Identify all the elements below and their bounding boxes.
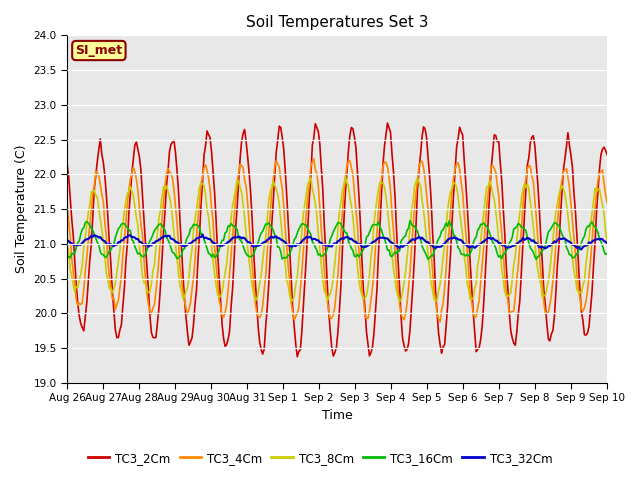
TC3_4Cm: [436, 319, 444, 324]
TC3_2Cm: [383, 120, 391, 126]
Line: TC3_16Cm: TC3_16Cm: [67, 220, 607, 259]
TC3_16Cm: [63, 254, 71, 260]
TC3_32Cm: [253, 243, 260, 249]
TC3_4Cm: [603, 200, 611, 205]
TC3_16Cm: [243, 251, 250, 257]
TC3_8Cm: [342, 174, 349, 180]
TC3_8Cm: [224, 245, 232, 251]
TC3_32Cm: [226, 239, 234, 244]
TC3_2Cm: [63, 162, 71, 168]
TC3_8Cm: [396, 299, 403, 304]
TC3_32Cm: [129, 234, 137, 240]
TC3_16Cm: [576, 244, 584, 250]
TC3_4Cm: [129, 165, 137, 170]
TC3_2Cm: [224, 336, 232, 342]
TC3_4Cm: [243, 184, 250, 190]
TC3_4Cm: [310, 156, 317, 162]
TC3_8Cm: [252, 298, 259, 303]
TC3_16Cm: [252, 247, 259, 253]
TC3_16Cm: [424, 256, 432, 262]
TC3_16Cm: [603, 251, 611, 257]
TC3_2Cm: [129, 156, 137, 161]
Title: Soil Temperatures Set 3: Soil Temperatures Set 3: [246, 15, 428, 30]
TC3_4Cm: [224, 288, 232, 293]
TC3_16Cm: [300, 221, 307, 227]
Text: SI_met: SI_met: [76, 44, 122, 57]
Y-axis label: Soil Temperature (C): Soil Temperature (C): [15, 145, 28, 273]
Line: TC3_4Cm: TC3_4Cm: [67, 159, 607, 322]
TC3_8Cm: [243, 231, 250, 237]
Legend: TC3_2Cm, TC3_4Cm, TC3_8Cm, TC3_16Cm, TC3_32Cm: TC3_2Cm, TC3_4Cm, TC3_8Cm, TC3_16Cm, TC3…: [83, 447, 557, 469]
TC3_8Cm: [603, 240, 611, 245]
TC3_2Cm: [301, 279, 308, 285]
X-axis label: Time: Time: [322, 409, 353, 422]
TC3_32Cm: [301, 236, 308, 241]
TC3_2Cm: [576, 288, 584, 294]
TC3_32Cm: [198, 232, 206, 238]
Line: TC3_32Cm: TC3_32Cm: [67, 235, 607, 250]
TC3_8Cm: [129, 193, 137, 199]
TC3_4Cm: [300, 250, 307, 255]
TC3_32Cm: [577, 247, 585, 252]
TC3_2Cm: [252, 276, 259, 282]
TC3_8Cm: [63, 241, 71, 247]
TC3_32Cm: [603, 240, 611, 246]
Line: TC3_2Cm: TC3_2Cm: [67, 123, 607, 357]
TC3_4Cm: [63, 203, 71, 209]
TC3_32Cm: [63, 237, 71, 243]
TC3_2Cm: [293, 354, 301, 360]
TC3_2Cm: [243, 139, 250, 145]
TC3_16Cm: [224, 223, 232, 229]
TC3_32Cm: [575, 244, 582, 250]
TC3_32Cm: [244, 239, 252, 245]
TC3_16Cm: [406, 217, 414, 223]
TC3_8Cm: [300, 211, 307, 217]
TC3_4Cm: [252, 300, 259, 305]
TC3_2Cm: [603, 152, 611, 157]
TC3_8Cm: [576, 289, 584, 295]
TC3_16Cm: [129, 239, 137, 244]
Line: TC3_8Cm: TC3_8Cm: [67, 177, 607, 301]
TC3_4Cm: [576, 295, 584, 301]
